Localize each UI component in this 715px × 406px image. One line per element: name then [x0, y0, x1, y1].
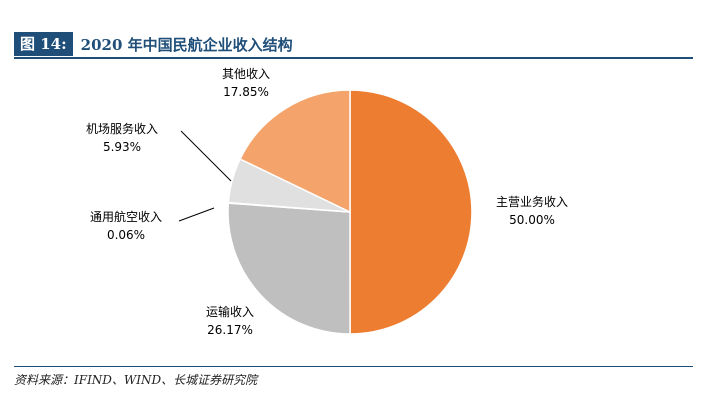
- source-note: 资料来源：IFIND、WIND、长城证券研究院: [14, 373, 258, 387]
- footer-rule: [14, 366, 693, 367]
- slice-name-label-transport: 运输收入: [206, 304, 254, 319]
- leader-line-general-aviation: [178, 207, 215, 222]
- slice-value-label-transport: 26.17%: [207, 323, 253, 337]
- slice-name-label-main-business: 主营业务收入: [496, 194, 568, 209]
- slice-name-label-airport-service: 机场服务收入: [86, 121, 158, 136]
- slice-value-label-airport-service: 5.93%: [103, 140, 141, 154]
- slice-name-label-general-aviation: 通用航空收入: [90, 209, 162, 224]
- slice-value-label-main-business: 50.00%: [509, 213, 555, 227]
- pie-slice-other: [239, 89, 351, 214]
- slice-name-label-other: 其他收入: [222, 67, 270, 81]
- pie-slice-main-business: [349, 89, 473, 335]
- chart-title: 2020 年中国民航企业收入结构: [80, 35, 293, 54]
- leader-line-airport-service: [180, 130, 232, 182]
- figure-header: 图 14: 2020 年中国民航企业收入结构: [14, 32, 293, 56]
- slice-value-label-other: 17.85%: [223, 85, 269, 99]
- pie-slice-transport: [227, 202, 351, 335]
- header-rule: [14, 57, 693, 59]
- figure-number: 图 14:: [14, 32, 73, 56]
- slice-value-label-general-aviation: 0.06%: [107, 228, 145, 242]
